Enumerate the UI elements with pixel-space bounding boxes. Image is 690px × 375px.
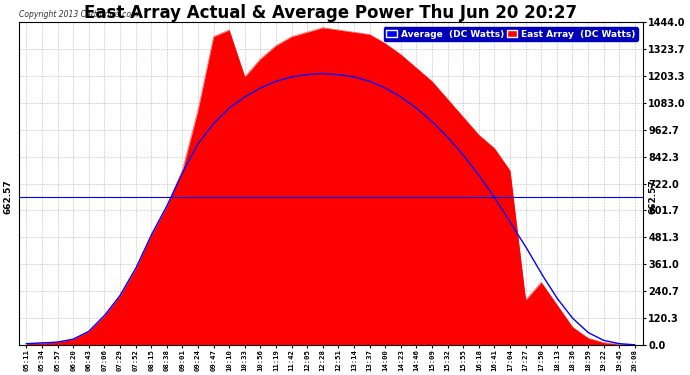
- Text: 662.57: 662.57: [649, 180, 658, 214]
- Text: Copyright 2013 Cartronics.com: Copyright 2013 Cartronics.com: [19, 10, 138, 19]
- Legend: Average  (DC Watts), East Array  (DC Watts): Average (DC Watts), East Array (DC Watts…: [384, 27, 638, 41]
- Text: 662.57: 662.57: [3, 180, 12, 214]
- Title: East Array Actual & Average Power Thu Jun 20 20:27: East Array Actual & Average Power Thu Ju…: [84, 4, 577, 22]
